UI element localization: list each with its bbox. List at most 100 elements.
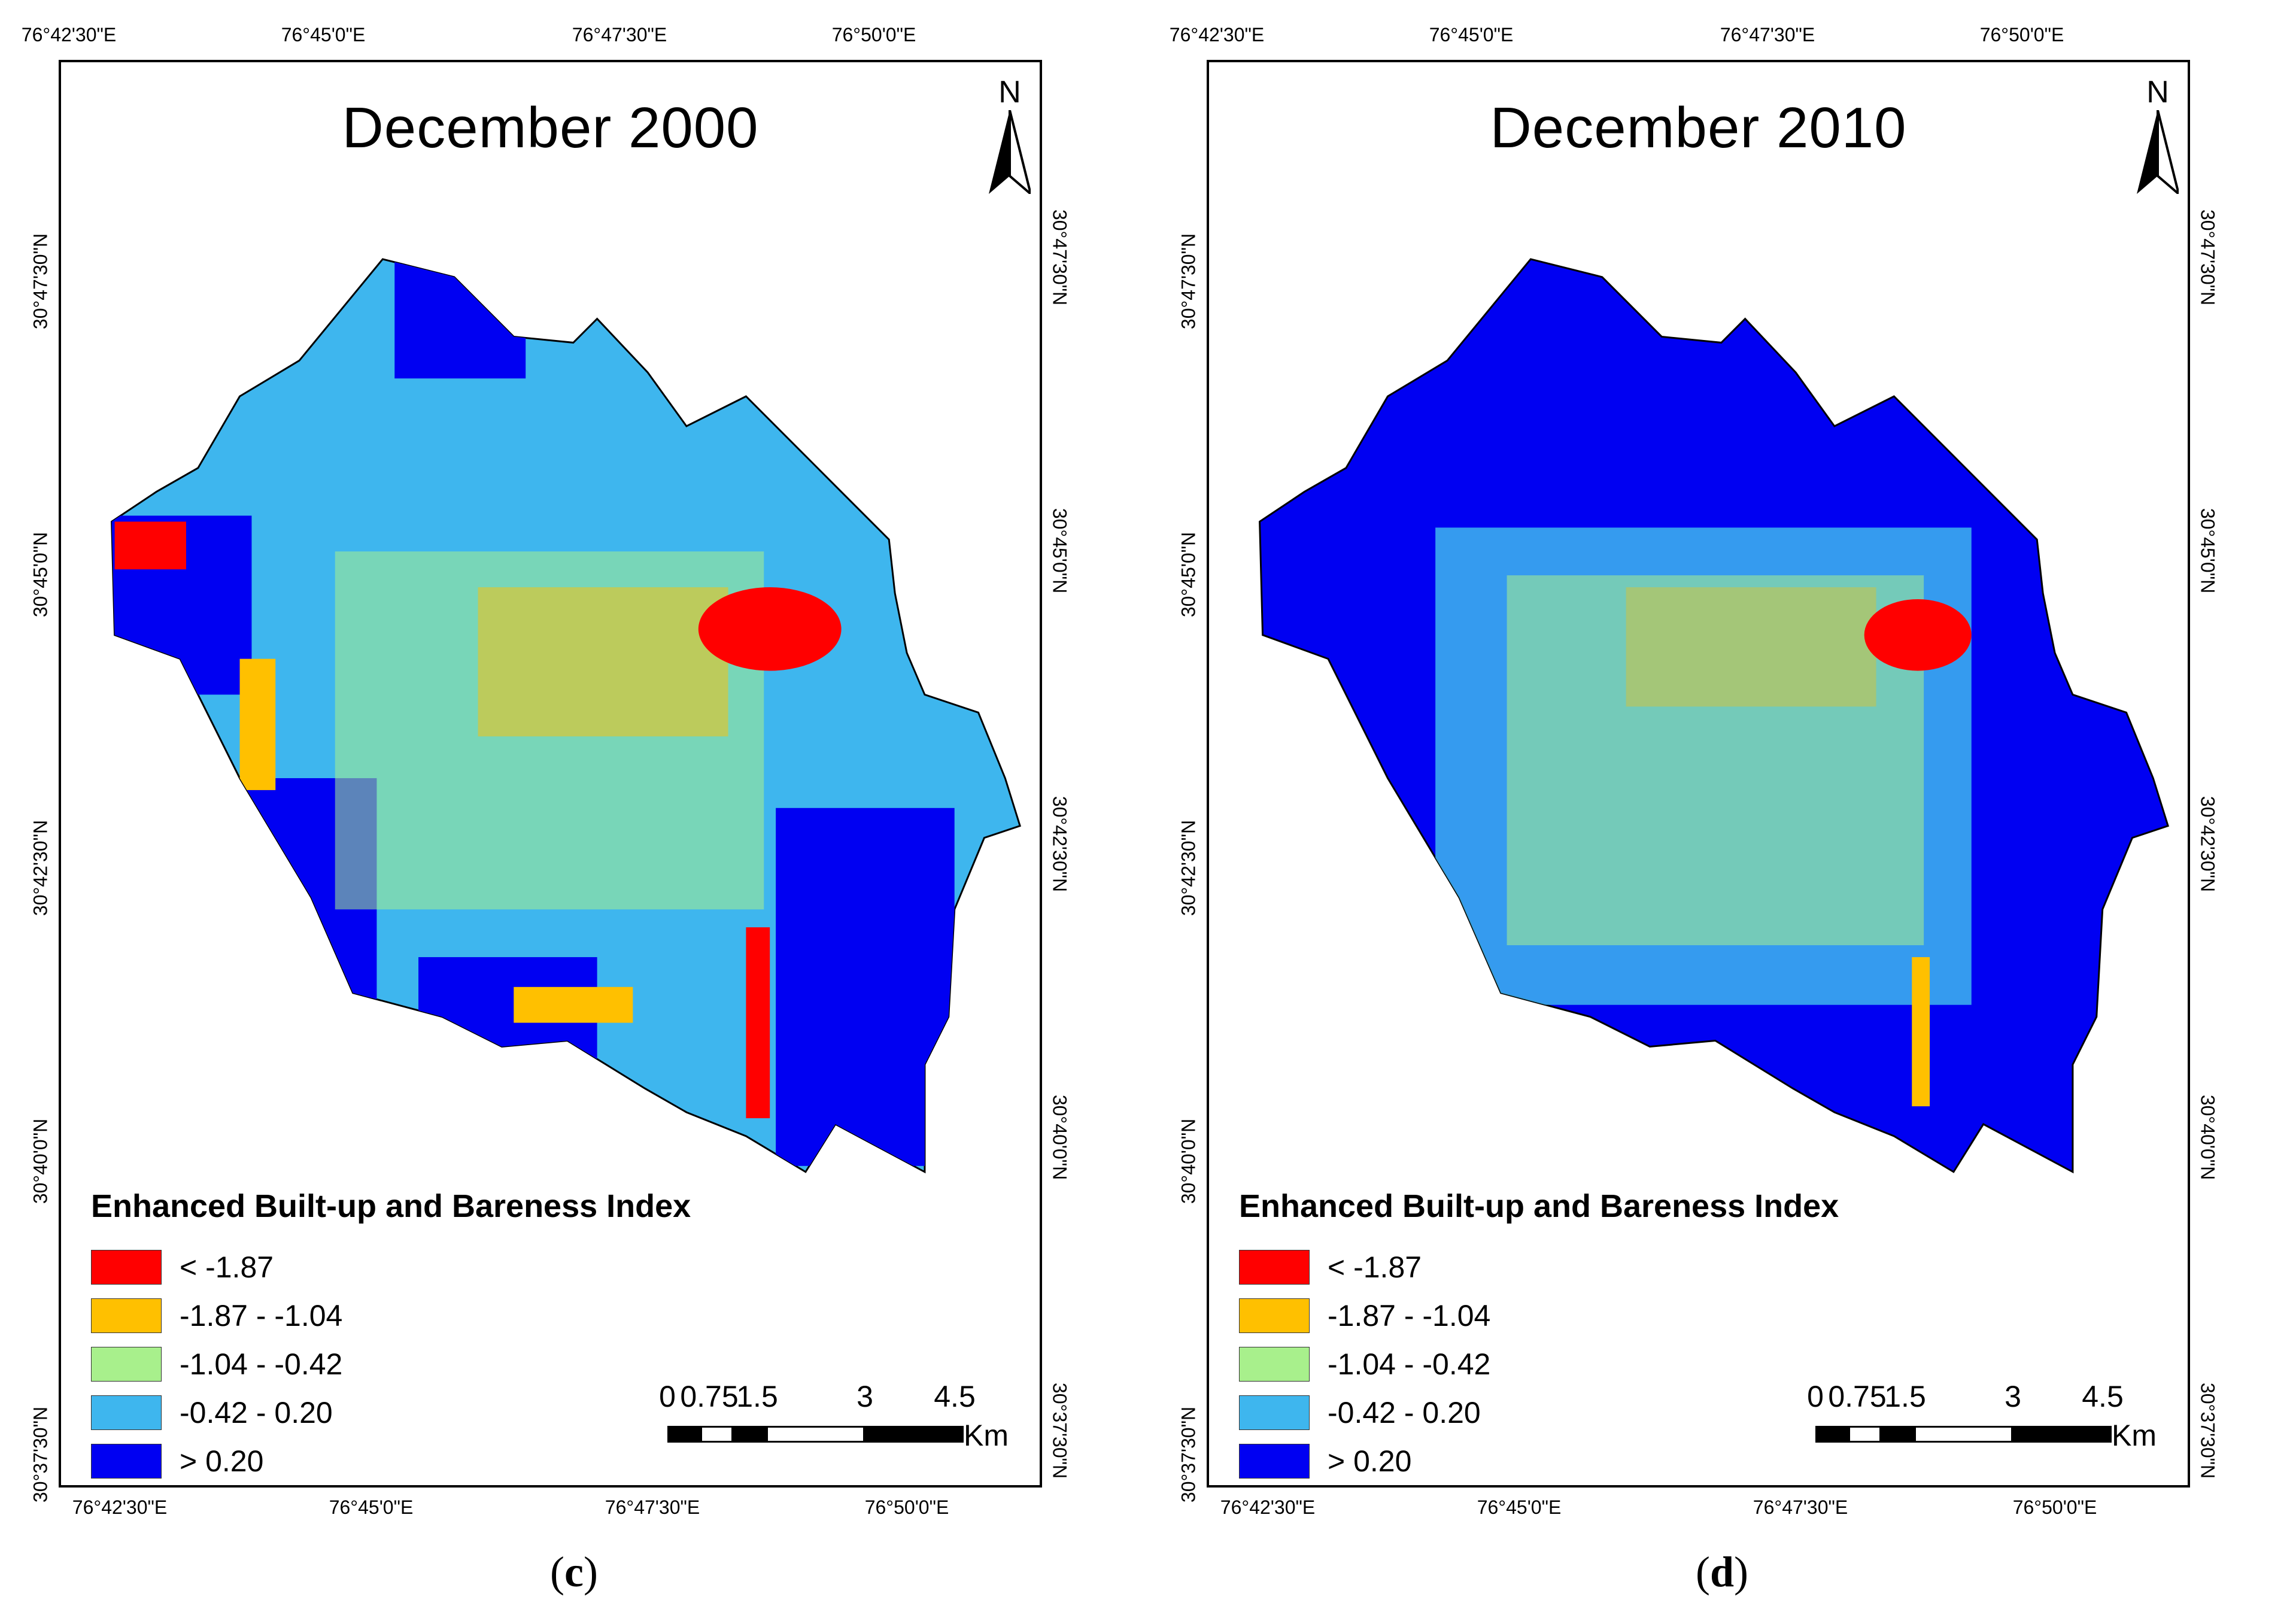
lon-tick-bottom: 76°50'0"E (864, 1496, 949, 1518)
north-arrow-icon (2137, 110, 2179, 194)
legend-item: -0.42 - 0.20 (91, 1388, 749, 1437)
lat-tick-right: 30°42'30"N (1049, 796, 1071, 893)
lon-tick-top: 76°42'30"E (21, 24, 117, 45)
scale-label: 1.5 (1884, 1380, 1926, 1413)
legend-swatch (91, 1443, 162, 1479)
panel-caption: (d) (1695, 1548, 1748, 1596)
legend-item: > 0.20 (91, 1437, 749, 1485)
scale-segment (766, 1426, 865, 1443)
map-panel-d: December 2010 N Enhanced Built-up and Ba… (1148, 0, 2296, 1621)
class-patches (1346, 527, 1972, 1107)
lon-tick-top: 76°47'30"E (572, 24, 667, 45)
legend-label: < -1.87 (180, 1250, 274, 1284)
map-title: December 2000 (342, 96, 759, 160)
scale-segment (733, 1426, 766, 1443)
legend-swatch (91, 1395, 162, 1430)
lon-tick-bottom: 76°47'30"E (605, 1496, 700, 1518)
lat-tick-left: 30°47'30"N (1177, 233, 1199, 330)
north-arrow: N (2125, 74, 2188, 194)
map-title: December 2010 (1490, 96, 1907, 160)
lat-tick-left: 30°45'0"N (1177, 532, 1199, 618)
legend-swatch (1239, 1298, 1310, 1333)
legend-swatch (1239, 1443, 1310, 1479)
scale-label: 0 (1807, 1380, 1824, 1413)
legend-item: > 0.20 (1239, 1437, 1897, 1485)
scale-segment (2013, 1426, 2112, 1443)
scale-label: 0 (659, 1380, 676, 1413)
lat-tick-right: 30°37'30"N (2197, 1382, 2219, 1479)
lat-tick-left: 30°45'0"N (29, 532, 51, 618)
legend-title: Enhanced Built-up and Bareness Index (91, 1188, 691, 1224)
lon-tick-bottom: 76°50'0"E (2012, 1496, 2097, 1518)
scale-label: 0.75 (680, 1380, 739, 1413)
legend-item: -1.87 - -1.04 (1239, 1291, 1897, 1340)
lat-tick-right: 30°47'30"N (2197, 209, 2219, 306)
scale-segment (1815, 1426, 1848, 1443)
scale-unit: Km (2112, 1419, 2157, 1452)
legend-swatch (1239, 1395, 1310, 1430)
lat-tick-left: 30°40'0"N (1177, 1118, 1199, 1204)
legend-item: -0.42 - 0.20 (1239, 1388, 1897, 1437)
lon-tick-top: 76°45'0"E (1429, 24, 1514, 45)
lon-tick-top: 76°50'0"E (1979, 24, 2064, 45)
legend-item: < -1.87 (91, 1243, 749, 1291)
lon-tick-bottom: 76°45'0"E (1477, 1496, 1562, 1518)
scale-segment (700, 1426, 733, 1443)
legend-swatch (1239, 1346, 1310, 1382)
legend-label: < -1.87 (1328, 1250, 1422, 1284)
lon-tick-top: 76°42'30"E (1169, 24, 1265, 45)
legend-label: > 0.20 (1328, 1444, 1412, 1478)
legend-item: < -1.87 (1239, 1243, 1897, 1291)
legend-label: -0.42 - 0.20 (1328, 1395, 1481, 1429)
legend-swatch (1239, 1249, 1310, 1285)
lat-tick-left: 30°42'30"N (29, 819, 51, 916)
north-label: N (998, 75, 1021, 110)
map-panel-c: December 2000 N Enhanced Built-up and Ba… (21, 24, 1071, 1596)
north-arrow-icon (989, 110, 1031, 194)
scale-label: 1.5 (736, 1380, 778, 1413)
north-arrow: N (977, 74, 1040, 194)
legend-label: > 0.20 (180, 1444, 264, 1478)
lat-tick-left: 30°37'30"N (29, 1406, 51, 1503)
legend: Enhanced Built-up and Bareness Index < -… (91, 1188, 749, 1485)
scale-label: 4.5 (934, 1380, 976, 1413)
legend-label: -1.04 - -0.42 (180, 1347, 343, 1381)
legend: Enhanced Built-up and Bareness Index < -… (1239, 1188, 1897, 1485)
lon-tick-top: 76°47'30"E (1720, 24, 1815, 45)
legend-title: Enhanced Built-up and Bareness Index (1239, 1188, 1839, 1224)
ebbi-map (1259, 258, 2170, 1174)
panel-caption: (c) (550, 1548, 598, 1596)
scale-label: 3 (2005, 1380, 2021, 1413)
scale-label: 0.75 (1828, 1380, 1887, 1413)
lat-tick-left: 30°47'30"N (29, 233, 51, 330)
lon-tick-bottom: 76°42'30"E (1220, 1496, 1316, 1518)
ebbi-map (111, 258, 1022, 1174)
lat-tick-left: 30°37'30"N (1177, 1406, 1199, 1503)
legend-item: -1.04 - -0.42 (91, 1340, 749, 1388)
lat-tick-left: 30°40'0"N (29, 1118, 51, 1204)
caption-letter: c (564, 1548, 584, 1596)
lon-tick-top: 76°45'0"E (281, 24, 366, 45)
lon-tick-bottom: 76°45'0"E (329, 1496, 414, 1518)
scale-segment (1914, 1426, 2013, 1443)
legend-label: -0.42 - 0.20 (180, 1395, 333, 1429)
scale-segment (1848, 1426, 1881, 1443)
lat-tick-right: 30°37'30"N (1049, 1382, 1071, 1479)
lat-tick-right: 30°40'0"N (2197, 1094, 2219, 1180)
scale-label: 3 (857, 1380, 873, 1413)
lat-tick-right: 30°42'30"N (2197, 796, 2219, 893)
north-label: N (2146, 75, 2169, 110)
lat-tick-left: 30°42'30"N (1177, 819, 1199, 916)
legend-item: -1.87 - -1.04 (91, 1291, 749, 1340)
lon-tick-bottom: 76°42'30"E (72, 1496, 168, 1518)
scale-bar: 0 0.75 1.5 3 4.5 Km (1807, 1379, 2157, 1469)
legend-label: -1.87 - -1.04 (180, 1298, 343, 1332)
scale-bar: 0 0.75 1.5 3 4.5 Km (659, 1379, 1009, 1469)
scale-segment (865, 1426, 964, 1443)
lon-tick-bottom: 76°47'30"E (1753, 1496, 1848, 1518)
scale-segment (667, 1426, 700, 1443)
legend-label: -1.87 - -1.04 (1328, 1298, 1491, 1332)
lat-tick-right: 30°45'0"N (1049, 508, 1071, 594)
caption-letter: d (1709, 1548, 1735, 1596)
scale-unit: Km (964, 1419, 1009, 1452)
